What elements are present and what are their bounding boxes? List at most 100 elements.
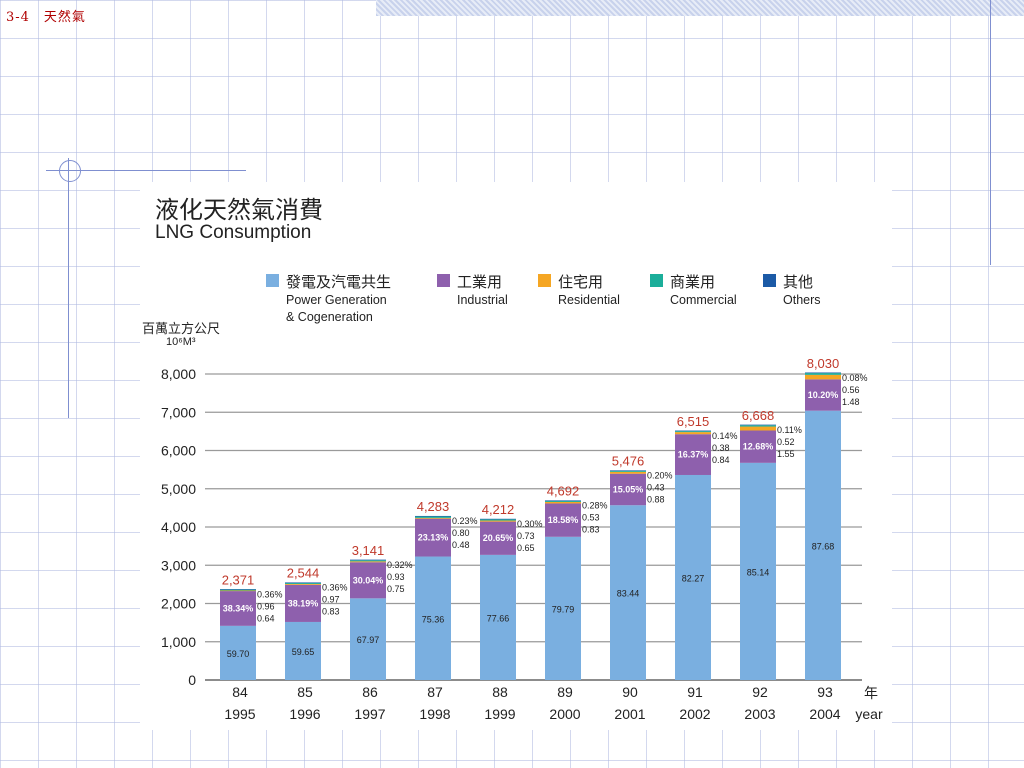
legend-label-en-line2: & Cogeneration: [286, 310, 373, 324]
bar-share-power: 82.27: [682, 573, 705, 583]
bar-segment-power: [805, 410, 841, 680]
bar-segment-commercial: [610, 470, 646, 472]
bar-segment-power: [220, 625, 256, 680]
bar-segment-residential: [545, 501, 581, 504]
y-tick-label: 6,000: [161, 443, 196, 459]
bar-total-label: 6,515: [677, 414, 710, 429]
x-tick-roc: 88: [492, 684, 508, 700]
bar-share-industrial: 10.20%: [808, 390, 839, 400]
y-tick-label: 5,000: [161, 481, 196, 497]
bar-share-commercial: 0.73: [517, 531, 535, 541]
bar-share-industrial: 38.34%: [223, 603, 254, 613]
bar-total-label: 8,030: [807, 356, 840, 371]
decor-line: [46, 170, 246, 171]
legend-swatch: [538, 274, 551, 287]
bar-total-label: 5,476: [612, 454, 645, 469]
bar-total-label: 6,668: [742, 408, 775, 423]
bar-segment-industrial: [545, 503, 581, 537]
bar-total-label: 4,212: [482, 502, 515, 517]
bar-share-commercial: 0.93: [387, 572, 405, 582]
x-tick-ad: 1999: [484, 706, 515, 722]
bar-segment-power: [675, 474, 711, 680]
bar-share-others: 0.23%: [452, 516, 478, 526]
bar-segment-industrial: [415, 518, 451, 557]
bar-segment-industrial: [480, 521, 516, 555]
bar-share-commercial: 0.38: [712, 443, 730, 453]
bar-segment-others: [220, 589, 256, 590]
x-tick-roc: 92: [752, 684, 768, 700]
legend-label-zh: 商業用: [670, 273, 716, 291]
y-tick-label: 7,000: [161, 404, 196, 420]
bar-segment-industrial: [220, 591, 256, 626]
bar-share-industrial: 18.58%: [548, 515, 579, 525]
bar-segment-industrial: [675, 434, 711, 475]
bar-segment-residential: [675, 432, 711, 435]
legend-label-zh: 其他: [783, 273, 814, 291]
bar-share-others: 0.28%: [582, 501, 608, 511]
bar-segment-power: [610, 505, 646, 680]
legend-swatch: [763, 274, 776, 287]
x-tick-ad: 1998: [419, 706, 450, 722]
x-tick-ad: 1995: [224, 706, 255, 722]
bar-share-residential: 0.75: [387, 584, 405, 594]
bar-segment-commercial: [675, 431, 711, 433]
y-tick-label: 4,000: [161, 519, 196, 535]
x-tick-ad: 2004: [809, 706, 840, 722]
bar-share-industrial: 23.13%: [418, 533, 449, 543]
legend-label-en-line1: Power Generation: [286, 293, 387, 307]
bar-segment-commercial: [285, 583, 321, 584]
bar-share-others: 0.30%: [517, 519, 543, 529]
bar-total-label: 2,544: [287, 566, 320, 581]
bar-segment-commercial: [480, 519, 516, 521]
bar-share-commercial: 0.43: [647, 483, 665, 493]
bar-segment-industrial: [285, 584, 321, 622]
x-tick-roc: 89: [557, 684, 573, 700]
bar-share-others: 0.11%: [777, 425, 802, 435]
slide-title: 3-4 天然氣: [6, 10, 86, 25]
bar-segment-residential: [610, 471, 646, 474]
x-unit-zh: 年: [864, 686, 878, 702]
bar-segment-power: [350, 598, 386, 680]
bar-segment-commercial: [545, 501, 581, 502]
y-tick-label: 3,000: [161, 557, 196, 573]
bar-share-power: 59.65: [292, 647, 315, 657]
x-tick-ad: 1997: [354, 706, 385, 722]
bar-share-commercial: 0.56: [842, 385, 860, 395]
x-tick-roc: 85: [297, 684, 313, 700]
legend-label-zh: 住宅用: [558, 273, 604, 291]
x-tick-ad: 2002: [679, 706, 710, 722]
bar-share-residential: 0.64: [257, 613, 275, 623]
chart-title-en: LNG Consumption: [155, 222, 312, 243]
bar-segment-others: [285, 582, 321, 584]
x-tick-ad: 1996: [289, 706, 320, 722]
bar-share-residential: 0.65: [517, 543, 535, 553]
bar-share-others: 0.36%: [257, 589, 283, 599]
legend-label-en: Others: [783, 293, 821, 307]
bar-share-others: 0.32%: [387, 560, 413, 570]
bar-share-power: 83.44: [617, 589, 640, 599]
bar-share-residential: 1.55: [777, 449, 795, 459]
bar-segment-industrial: [610, 473, 646, 506]
legend-label-zh: 發電及汽電共生: [286, 273, 392, 291]
bar-share-others: 0.14%: [712, 431, 738, 441]
bar-segment-industrial: [805, 379, 841, 411]
bar-segment-residential: [350, 561, 386, 563]
x-tick-roc: 91: [687, 684, 703, 700]
legend: 發電及汽電共生 Power Generation & Cogeneration 工…: [266, 272, 866, 328]
x-unit-en: year: [855, 706, 883, 722]
bar-share-commercial: 0.52: [777, 437, 795, 447]
bar-share-industrial: 12.68%: [743, 442, 774, 452]
bar-segment-others: [480, 518, 516, 520]
bar-segment-others: [350, 559, 386, 561]
bar-segment-residential: [220, 590, 256, 592]
x-tick-roc: 93: [817, 684, 833, 700]
bar-segment-others: [675, 430, 711, 432]
bar-share-industrial: 16.37%: [678, 450, 709, 460]
legend-label-en: Industrial: [457, 293, 508, 307]
bar-share-commercial: 0.96: [257, 601, 275, 611]
y-unit-en: 10⁶M³: [166, 336, 196, 348]
bar-segment-industrial: [350, 562, 386, 599]
decor-circle: [59, 160, 81, 182]
bar-segment-others: [610, 470, 646, 471]
